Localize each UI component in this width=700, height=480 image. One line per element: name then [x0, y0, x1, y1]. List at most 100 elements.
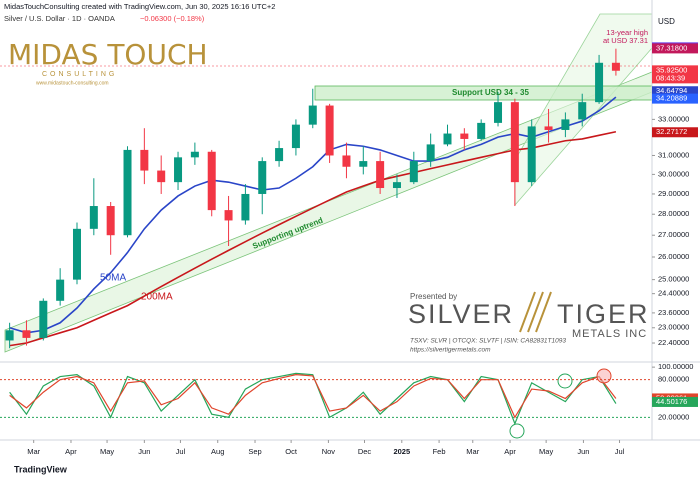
- y-tick-label: 26.00000: [658, 252, 689, 261]
- candle-body: [392, 182, 401, 189]
- y-tick-label: 29.00000: [658, 189, 689, 198]
- candle-body: [258, 161, 267, 194]
- stoch-badge: [652, 396, 698, 407]
- candle-body: [140, 149, 149, 171]
- price-badge: [652, 93, 698, 104]
- candle-body: [595, 62, 604, 103]
- candle-body: [72, 228, 81, 280]
- candle-body: [275, 148, 284, 162]
- sponsor-info: TSXV: SLVR | OTCQX: SLVTF | ISIN: CA8283…: [410, 338, 566, 345]
- price-badge-label: 32.27172: [656, 127, 687, 136]
- x-tick-label: Feb: [433, 447, 446, 456]
- high-label: 13-year high: [606, 28, 648, 37]
- candle-body: [359, 161, 368, 167]
- sponsor-metals: METALS INC: [572, 328, 647, 340]
- stochastic-line: [9, 374, 617, 419]
- change: −0.06300 (−0.18%): [140, 14, 205, 23]
- candle-body: [527, 126, 536, 183]
- price-badge-label: 35.92500: [656, 65, 687, 74]
- ma200-label: 200MA: [141, 292, 173, 303]
- sponsor-silver: SILVER: [408, 299, 514, 329]
- currency: USD: [658, 17, 675, 26]
- candle-body: [5, 330, 14, 341]
- credit: MidasTouchConsulting created with Tradin…: [4, 2, 275, 11]
- footer: TradingView: [14, 464, 68, 474]
- price-badge: [652, 65, 698, 84]
- x-tick-label: Aug: [211, 447, 224, 456]
- x-tick-label: May: [539, 447, 553, 456]
- tiger-icon: [519, 291, 552, 333]
- price-badge-label: 34.64794: [656, 86, 687, 95]
- x-tick-label: Mar: [466, 447, 479, 456]
- plot: [5, 48, 620, 426]
- candle-body: [89, 206, 98, 229]
- candle-body: [22, 330, 31, 338]
- candle-body: [224, 210, 233, 221]
- y-tick-label: 22.40000: [658, 338, 689, 347]
- logo-url: www.midastouch-consulting.com: [36, 80, 109, 86]
- y-tick-label: 30.00000: [658, 169, 689, 178]
- candle-body: [241, 193, 250, 221]
- candle-body: [510, 102, 519, 183]
- candle-body: [578, 102, 587, 120]
- candle-body: [544, 126, 553, 130]
- candle-body: [174, 157, 183, 183]
- price-badge: [652, 127, 698, 138]
- x-tick-label: Jul: [176, 447, 186, 456]
- stoch-badge-label: 44.50176: [656, 397, 687, 406]
- x-tick-label: Dec: [358, 447, 372, 456]
- presented-by: Presented by: [410, 292, 457, 301]
- highlight-circle: [596, 368, 612, 384]
- x-tick-label: Jul: [615, 447, 625, 456]
- y-tick-label: 31.00000: [658, 150, 689, 159]
- logo-sub: CONSULTING: [42, 71, 117, 78]
- symbol: Silver / U.S. Dollar · 1D · OANDA: [4, 14, 115, 23]
- y-tick-label: 100.00000: [658, 362, 693, 371]
- price-badge-label: 37.31800: [656, 43, 687, 52]
- candle-body: [342, 155, 351, 167]
- candle-body: [409, 161, 418, 183]
- price-badge-label: 34.20889: [656, 94, 687, 103]
- price-badge-sub: 08:43:39: [656, 73, 685, 82]
- price-badge: [652, 43, 698, 54]
- y-tick-label: 23.00000: [658, 323, 689, 332]
- candle-body: [325, 105, 334, 156]
- x-tick-label: Nov: [322, 447, 336, 456]
- highlight-circle: [509, 423, 525, 439]
- candle-body: [106, 206, 115, 236]
- candle-body: [426, 144, 435, 162]
- x-tick-label: Jun: [577, 447, 589, 456]
- x-tick-label: Jun: [138, 447, 150, 456]
- y-tick-label: 27.00000: [658, 230, 689, 239]
- candle-body: [561, 119, 570, 130]
- candle-body: [443, 133, 452, 145]
- price-badge: [652, 86, 698, 97]
- candle-body: [207, 151, 216, 211]
- sponsor-tiger: TIGER: [557, 299, 650, 329]
- x-tick-label: Apr: [504, 447, 516, 456]
- x-tick-label: 2025: [393, 447, 410, 456]
- candle-body: [157, 170, 166, 183]
- support-label: Support USD 34 - 35: [452, 88, 529, 97]
- y-tick-label: 24.40000: [658, 289, 689, 298]
- candle-body: [477, 122, 486, 139]
- ma50-label: 50MA: [100, 273, 126, 284]
- high-label: at USD 37.31: [603, 36, 648, 45]
- y-tick-label: 80.00000: [658, 375, 689, 384]
- y-tick-label: 23.60000: [658, 308, 689, 317]
- candle-body: [308, 105, 317, 125]
- y-tick-label: 33.00000: [658, 114, 689, 123]
- highlight-circle: [557, 373, 573, 389]
- candle-body: [460, 133, 469, 139]
- x-tick-label: Oct: [285, 447, 298, 456]
- x-tick-label: Mar: [27, 447, 40, 456]
- stochastic-line: [9, 372, 617, 426]
- x-tick-label: May: [100, 447, 114, 456]
- x-tick-label: Sep: [248, 447, 261, 456]
- sponsor-url: https://silvertigermetals.com: [410, 347, 491, 354]
- candle-body: [291, 124, 300, 149]
- candle-body: [39, 300, 48, 338]
- candle-body: [56, 279, 65, 301]
- candle-body: [494, 102, 503, 123]
